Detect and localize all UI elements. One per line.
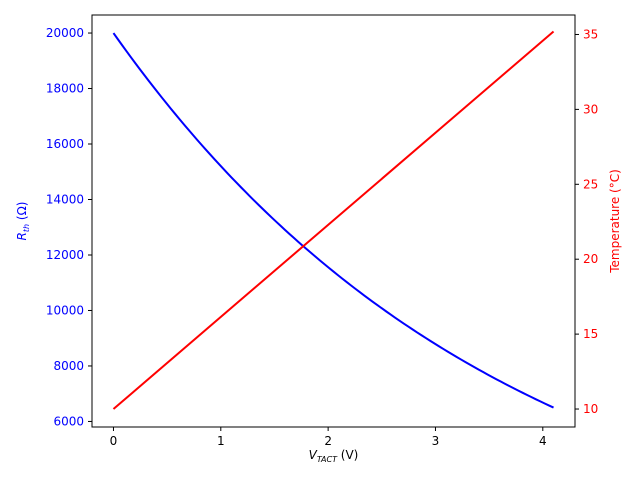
left-tick-label: 16000 [46, 137, 84, 151]
x-axis-label: VTACT (V) [309, 448, 359, 464]
series-line-temperature [112, 30, 555, 410]
left-tick-label: 12000 [46, 248, 84, 262]
x-tick-label: 1 [217, 434, 225, 448]
left-tick-label: 14000 [46, 192, 84, 206]
left-tick-label: 20000 [46, 26, 84, 40]
x-axis-ticks: 0 1 2 3 4 [110, 427, 547, 448]
x-tick-label: 2 [324, 434, 332, 448]
left-tick-label: 18000 [46, 82, 84, 96]
x-tick-label: 0 [110, 434, 118, 448]
plot-frame [91, 14, 576, 428]
right-tick-label: 20 [583, 252, 598, 266]
left-axis-ticks: 6000 8000 10000 12000 14000 16000 18000 20000 [46, 26, 92, 428]
series-group [112, 30, 555, 410]
left-tick-label: 8000 [53, 359, 84, 373]
right-tick-label: 10 [583, 402, 598, 416]
right-axis-label: Temperature (°C) [608, 169, 622, 274]
right-tick-label: 30 [583, 102, 598, 116]
right-tick-label: 15 [583, 327, 598, 341]
x-tick-label: 4 [539, 434, 547, 448]
left-axis-label: Rth (Ω) [15, 202, 31, 241]
x-tick-label: 3 [432, 434, 440, 448]
left-tick-label: 10000 [46, 303, 84, 317]
right-tick-label: 25 [583, 177, 598, 191]
right-axis-ticks: 10 15 20 25 30 35 [575, 27, 598, 416]
series-line-resistance [112, 32, 554, 409]
right-tick-label: 35 [583, 27, 598, 41]
left-tick-label: 6000 [53, 414, 84, 428]
